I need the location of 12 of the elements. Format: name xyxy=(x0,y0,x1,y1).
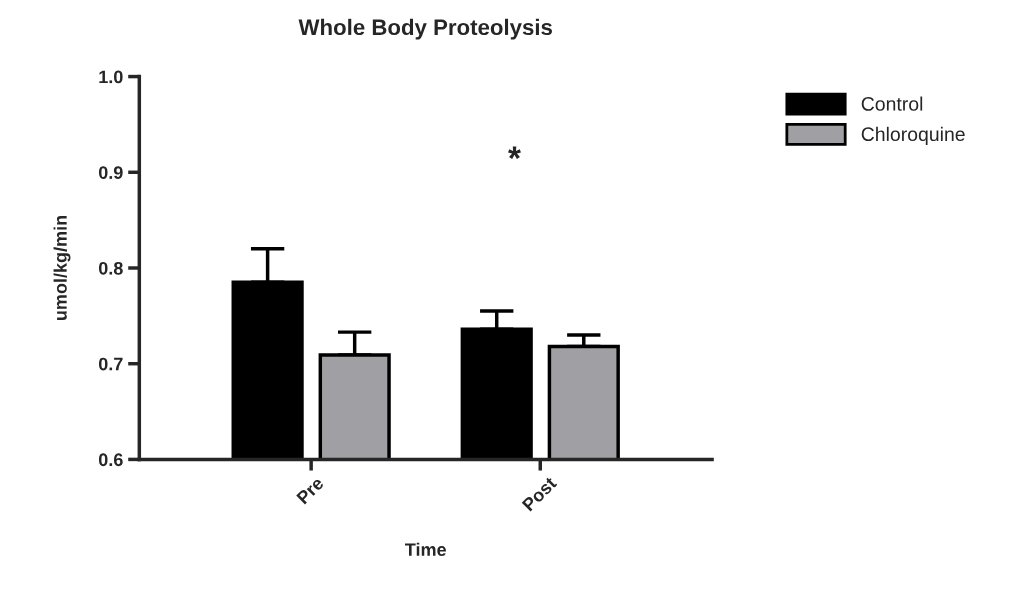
y-tick-label: 0.9 xyxy=(98,166,123,179)
annotation: * xyxy=(508,146,521,159)
y-tick-label: 0.6 xyxy=(98,453,123,467)
chart-title: Whole Body Proteolysis xyxy=(298,18,552,40)
legend-label: Chloroquine xyxy=(861,126,965,145)
y-tick-label: 0.8 xyxy=(98,261,123,275)
x-tick-label: Pre xyxy=(296,476,325,505)
x-axis-title: Time xyxy=(404,542,446,556)
y-axis-title: umol/kg/min xyxy=(53,215,71,321)
y-tick-label: 0.7 xyxy=(98,357,123,371)
legend-label: Control xyxy=(861,96,923,111)
y-tick-label: 1.0 xyxy=(99,70,123,84)
